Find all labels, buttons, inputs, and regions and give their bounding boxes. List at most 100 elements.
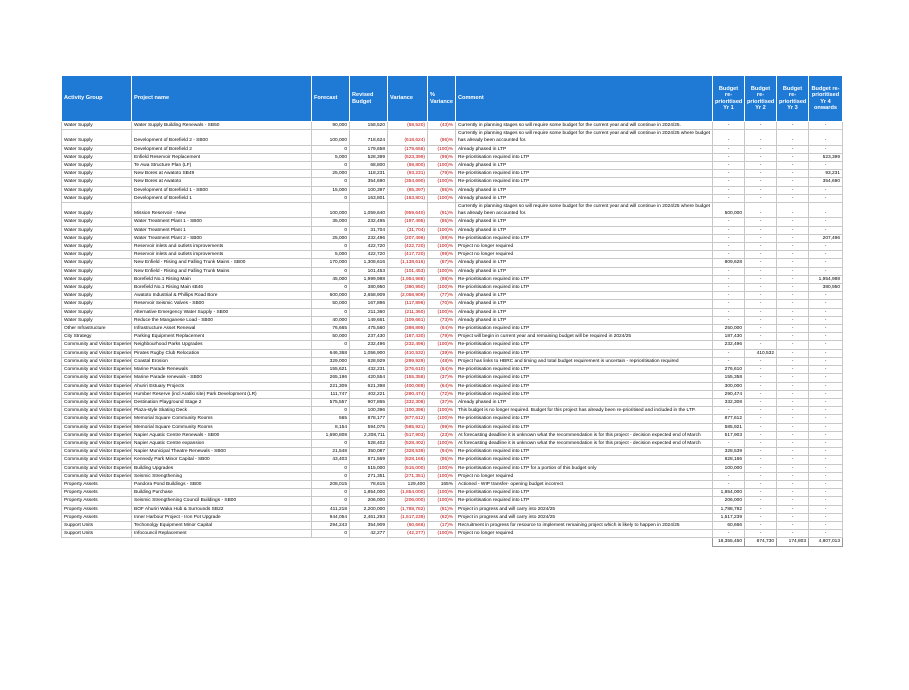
cell-comment: Re-prioritisation required into LTP xyxy=(455,274,713,285)
cell-comment: Already phased in LTP xyxy=(455,258,713,268)
cell-variance-pct: (79)% xyxy=(427,332,456,342)
table-row: Water Supply Water Treatment Plant 2 - SB… xyxy=(61,233,843,244)
cell-project-name: Development of Borefield 2 - SB00 xyxy=(131,129,312,146)
cell-yr1: 1,854,000 xyxy=(712,488,745,498)
cell-project-name: Marine Parade Renewals xyxy=(131,365,312,375)
cell-forecast: 0 xyxy=(311,488,350,498)
cell-variance: (422,720) xyxy=(387,242,428,252)
cell-yr1: - xyxy=(712,185,745,195)
cell-yr3: - xyxy=(776,225,809,235)
cell-activity-group: Water Supply xyxy=(61,161,132,171)
cell-revised-budget: 628,929 xyxy=(349,356,388,367)
cell-yr3: - xyxy=(776,217,809,227)
cell-forecast: 25,000 xyxy=(311,169,350,179)
cell-yr3: - xyxy=(776,324,809,334)
cell-revised-budget: 475,560 xyxy=(349,324,388,334)
cell-project-name: Humber Reserve (incl Aratiki site) Park … xyxy=(131,389,312,399)
cell-revised-budget: 100,396 xyxy=(349,406,388,416)
cell-variance: (618,624) xyxy=(387,129,428,146)
table-row: Water Supply Borefield No.1 Rising Main 45… xyxy=(61,274,843,285)
cell-project-name: Pandora Pond Buildings - SB00 xyxy=(131,479,312,490)
cell-project-name: Water Treatment Plant 1 xyxy=(131,225,312,235)
cell-activity-group: Water Supply xyxy=(61,250,132,260)
cell-yr3: - xyxy=(776,512,809,522)
cell-revised-budget: 149,661 xyxy=(349,315,388,326)
cell-yr1: 500,000 xyxy=(712,202,745,219)
cell-forecast: 43,403 xyxy=(311,455,350,465)
cell-yr1: 206,000 xyxy=(712,496,745,506)
cell-yr4: - xyxy=(808,381,843,391)
cell-comment: Re-prioritisation required into LTP xyxy=(455,324,713,334)
cell-yr4: - xyxy=(808,324,843,334)
cell-yr4: - xyxy=(808,463,843,473)
cell-revised-budget: 232,496 xyxy=(349,233,388,244)
cell-forecast: 45,000 xyxy=(311,274,350,285)
table-row: Property Assets BOF Ahuriri Waka Hub & Su… xyxy=(61,504,843,514)
table-row: Community and Visitor ExperiencesSeismic… xyxy=(61,471,843,481)
cell-project-name: Ahuriri Estuary Projects xyxy=(131,381,312,391)
cell-comment: Re-prioritisation required into LTP xyxy=(455,389,713,399)
cell-activity-group: Water Supply xyxy=(61,266,132,276)
cell-comment: Re-prioritisation required into LTP xyxy=(455,381,713,391)
total-yr4: 4,807,013 xyxy=(808,537,843,547)
cell-variance: (354,690) xyxy=(387,177,428,187)
cell-activity-group: Water Supply xyxy=(61,202,132,219)
cell-revised-budget: 31,704 xyxy=(349,225,388,235)
cell-variance: (1,788,782) xyxy=(387,504,428,514)
cell-yr3: - xyxy=(776,365,809,375)
cell-yr3: - xyxy=(776,177,809,187)
total-yr3: 174,803 xyxy=(776,537,809,547)
cell-activity-group: Property Assets xyxy=(61,496,132,506)
table-row: Support Units Infocouncil Replacement 0 42,… xyxy=(61,529,843,539)
cell-yr4: - xyxy=(808,242,843,252)
cell-yr3: - xyxy=(776,479,809,490)
cell-yr4: - xyxy=(808,193,843,204)
cell-revised-budget: 68,800 xyxy=(349,161,388,171)
cell-variance: (1,517,239) xyxy=(387,512,428,522)
cell-yr3: - xyxy=(776,504,809,514)
cell-activity-group: Water Supply xyxy=(61,152,132,163)
cell-comment: At forecasting deadline it is unknown wh… xyxy=(455,438,713,449)
cell-yr1: 155,358 xyxy=(712,373,745,383)
cell-forecast: 0 xyxy=(311,438,350,449)
cell-activity-group: Community and Visitor Experiences xyxy=(61,373,132,383)
cell-variance: (328,539) xyxy=(387,447,428,457)
cell-variance-pct: (39)% xyxy=(427,348,456,358)
cell-project-name: BOF Ahuriri Waka Hub & Surrounds SB22 xyxy=(131,504,312,514)
cell-yr2: - xyxy=(744,315,777,326)
cell-forecast: 0 xyxy=(311,161,350,171)
cell-yr3: - xyxy=(776,152,809,163)
cell-yr1: - xyxy=(712,274,745,285)
cell-variance: (211,360) xyxy=(387,307,428,317)
cell-revised-budget: 232,496 xyxy=(349,340,388,350)
cell-comment: Already phased in LTP xyxy=(455,266,713,276)
cell-variance-pct: (70)% xyxy=(427,299,456,309)
cell-project-name: Te Awa Structure Plan (LF) xyxy=(131,161,312,171)
header-project-name: Project name xyxy=(131,75,312,122)
cell-comment: This budget is no longer required. Budge… xyxy=(455,406,713,416)
cell-variance-pct: (100)% xyxy=(427,529,456,539)
cell-comment: Actioned - WIP transfer- opening budget … xyxy=(455,479,713,490)
cell-yr4: - xyxy=(808,447,843,457)
cell-revised-budget: 78,615 xyxy=(349,479,388,490)
cell-yr1: - xyxy=(712,161,745,171)
cell-activity-group: Water Supply xyxy=(61,225,132,235)
cell-yr3: - xyxy=(776,129,809,146)
cell-revised-budget: 380,950 xyxy=(349,283,388,293)
cell-forecast: 0 xyxy=(311,193,350,204)
table-row: Water Supply Water Supply Building Renewa… xyxy=(61,120,843,131)
cell-activity-group: Community and Visitor Experiences xyxy=(61,340,132,350)
cell-yr2: - xyxy=(744,217,777,227)
cell-yr2: - xyxy=(744,242,777,252)
cell-activity-group: Property Assets xyxy=(61,512,132,522)
cell-yr2: - xyxy=(744,169,777,179)
cell-variance-pct: (85)% xyxy=(427,217,456,227)
cell-yr2: - xyxy=(744,152,777,163)
cell-forecast: 0 xyxy=(311,307,350,317)
cell-variance-pct: (100)% xyxy=(427,414,456,424)
table-row: Water Supply New Enfield - Rising and Fal… xyxy=(61,266,843,276)
cell-yr3: - xyxy=(776,266,809,276)
cell-variance-pct: (100)% xyxy=(427,307,456,317)
cell-yr1: - xyxy=(712,266,745,276)
cell-yr3: - xyxy=(776,315,809,326)
